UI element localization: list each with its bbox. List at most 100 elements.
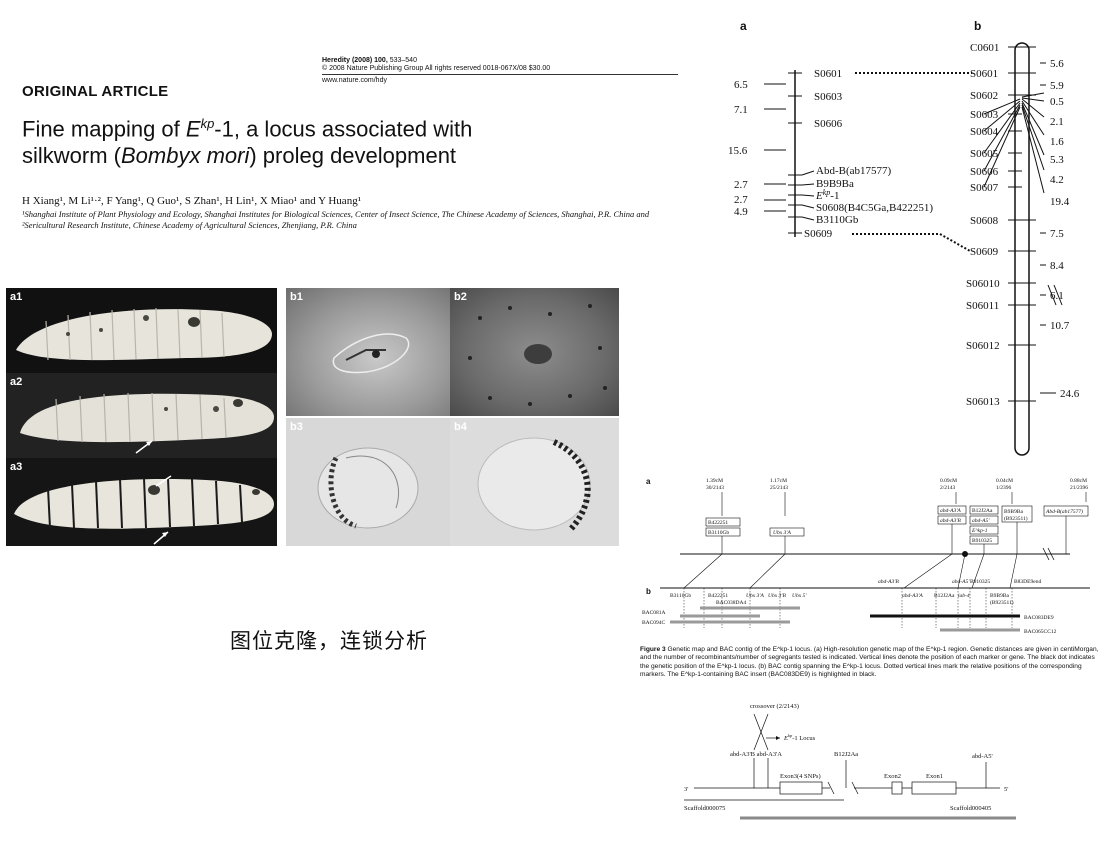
photo-b4: b4 [450, 418, 619, 546]
photo-label-b3: b3 [290, 421, 303, 433]
map-a-marker-ekp1: Ekp-1 [815, 188, 839, 202]
fig3-contig-label: iab-4 [958, 592, 970, 599]
map-b-distance: 6.1 [1050, 290, 1064, 302]
larva-a2-image [20, 392, 274, 454]
micrograph-b4-image [477, 437, 591, 533]
journal-citation: Heredity (2008) 100, 533–540 [322, 57, 417, 64]
map-b-distance: 7.5 [1050, 228, 1064, 240]
map-b-marker: S0601 [970, 68, 998, 80]
photo-label-a2: a2 [10, 376, 23, 388]
micrograph-b2-image [468, 304, 607, 406]
map-b-distance: 5.9 [1050, 80, 1064, 92]
fig3-stat-frac: 25/2143 [770, 485, 788, 491]
fig3-contig-label: abd-A3'B [878, 579, 899, 585]
fig3-contig-label: abd-A3'A [902, 593, 923, 599]
fig3-box-label: abd-A3'B [940, 518, 961, 524]
exon1-box [911, 781, 957, 795]
fig3-label-a: a [646, 477, 651, 486]
connector-s0609 [852, 233, 971, 252]
scaffold-right-label: Scaffold000405 [950, 805, 991, 812]
genetic-map-figure: a b S0601 S0603 S0606 Abd-B(ab17577) B9B… [728, 19, 1080, 456]
map-b-marker: S0608 [970, 215, 999, 227]
exon1-label: Exon1 [926, 773, 943, 780]
fig3-stat-cm: 0.88cM [1070, 478, 1087, 484]
journal-copyright: © 2008 Nature Publishing Group All right… [322, 65, 551, 72]
map-a-marker-b3110gb: B3110Gb [816, 214, 859, 226]
exon3-box [779, 781, 823, 795]
photo-label-a1: a1 [10, 291, 23, 303]
fig3-stat-frac: 30/2143 [706, 485, 724, 491]
map-a-marker-S0601: S0601 [814, 68, 842, 80]
fig3-box-label: E^kp-1 [971, 528, 988, 534]
fig3-box-label: B910325 [972, 538, 992, 544]
strand-end-3: 3' [684, 786, 688, 793]
map-b-marker: S06010 [966, 278, 1000, 290]
scaffold-left-label: Scaffold000075 [684, 805, 725, 812]
fig3-contig-label: BAC038DA4 [716, 600, 747, 606]
fig3-stat-frac: 21/2396 [1070, 485, 1088, 491]
map-a-distance: 15.6 [728, 145, 748, 157]
map-b-marker: S0609 [970, 246, 999, 258]
map-b-distance: 5.3 [1050, 154, 1064, 166]
affiliations: ¹Shanghai Institute of Plant Physiology … [22, 209, 650, 230]
article-title: Fine mapping of Ekp-1, a locus associate… [22, 116, 473, 169]
fig3-stat-frac: 2/2143 [940, 485, 956, 491]
map-a-distance: 4.9 [734, 206, 748, 218]
photo-b3: b3 [286, 418, 450, 546]
fig3-box-label: (B923511) [1004, 515, 1028, 522]
map-b-distance: 0.5 [1050, 96, 1064, 108]
fig3-box-label: B422251 [708, 520, 728, 526]
fig3-contig-label: B910325 [970, 579, 990, 585]
map-a-marker-S0603: S0603 [814, 91, 843, 103]
map-a-distance: 2.7 [734, 194, 748, 206]
article-type-label: ORIGINAL ARTICLE [22, 83, 169, 100]
fig3-contig-label: B9B9Ba [990, 593, 1010, 599]
header-rule [322, 74, 678, 75]
fig3-stat-frac: 1/2396 [996, 485, 1012, 491]
map-b-marker: S06013 [966, 396, 1000, 408]
map-b-distance: 24.6 [1060, 388, 1080, 400]
fig3-stat-cm: 0.04cM [996, 478, 1013, 484]
map-a-marker-abd-b: Abd-B(ab17577) [816, 165, 891, 177]
fig3-label-b: b [646, 587, 651, 596]
fig3-box-label: Abd-B(ab17577) [1045, 508, 1083, 515]
map-b-marker: C0601 [970, 42, 999, 54]
map-b-marker: S0605 [970, 148, 999, 160]
chinese-annotation: 图位克隆，连锁分析 [230, 629, 428, 653]
photo-label-a3: a3 [10, 461, 23, 473]
fig3-contig-label: B422251 [708, 593, 728, 599]
map-a-distance: 7.1 [734, 104, 748, 116]
photo-a1: a1 [6, 288, 277, 373]
fig3-bac-label: BAC094C [642, 620, 666, 626]
fig3-stat-cm: 0.09cM [940, 478, 957, 484]
crossover-marker-mid: B12J2Aa [834, 751, 858, 758]
map-a-marker-b9b9ba: B9B9Ba [816, 178, 854, 190]
map-a-marker-S0606: S0606 [814, 118, 843, 130]
fig3-contig-label: Ubx 3'B [768, 593, 786, 599]
map-b-marker: S0602 [970, 90, 998, 102]
larva-a3-image [14, 475, 274, 545]
fig3-box-label: abd-A3'A [940, 508, 961, 514]
fig3-box-label: B9B9Ba [1004, 509, 1024, 515]
figure3-caption: Figure 3 Genetic map and BAC contig of t… [640, 646, 1099, 679]
map-b-chromosome [1014, 42, 1030, 456]
map-panel-b-label: b [974, 19, 981, 33]
fig3-bac-label: BAC083DE9 [1024, 615, 1054, 621]
photo-b2: b2 [450, 288, 619, 416]
fig3-contig-label: (B923511) [990, 599, 1014, 606]
photo-label-b2: b2 [454, 291, 467, 303]
map-b-distance: 1.6 [1050, 136, 1064, 148]
fig3-box-label: B12J2Aa [972, 508, 993, 514]
micrograph-b1-image [332, 333, 410, 374]
map-b-marker: S06011 [966, 300, 999, 312]
fig3-contig-label: Ubx 3'A [746, 593, 764, 599]
map-panel-a-label: a [740, 19, 747, 33]
fig3-contig-label: B3110Gb [670, 593, 691, 599]
journal-url[interactable]: www.nature.com/hdy [322, 77, 387, 84]
crossover-title: crossover (2/2143) [750, 703, 799, 710]
photo-a2: a2 [6, 373, 277, 458]
author-list: H Xiang¹, M Li¹·², F Yang¹, Q Guo¹, S Zh… [22, 195, 361, 207]
map-b-distance: 5.6 [1050, 58, 1064, 70]
fig3-contig-label: abd-A5' [952, 579, 970, 585]
